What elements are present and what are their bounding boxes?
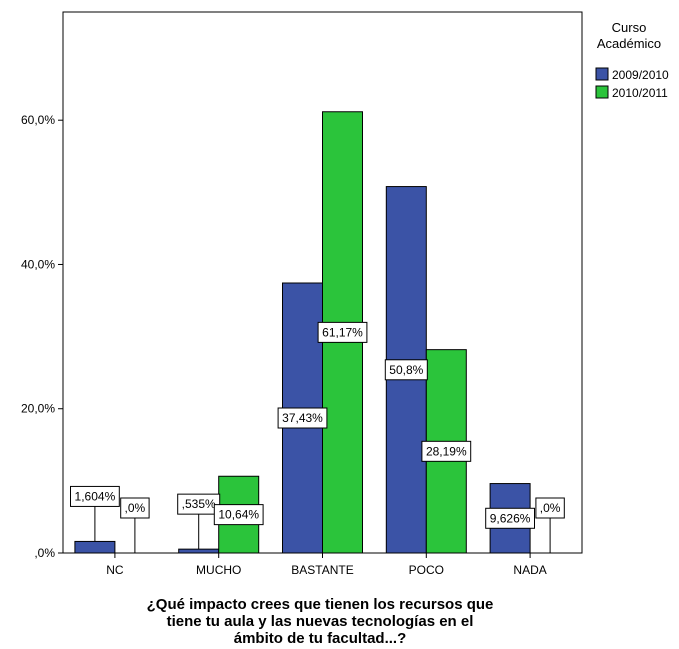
- x-tick-label: MUCHO: [196, 563, 241, 577]
- x-axis-title-line-2: tiene tu aula y las nuevas tecnologías e…: [166, 613, 474, 630]
- data-label-box: [277, 407, 328, 429]
- data-label: 10,64%: [218, 508, 259, 522]
- y-tick-label: ,0%: [34, 546, 55, 560]
- data-label: ,535%: [182, 497, 216, 511]
- legend-label: 2010/2011: [612, 86, 668, 100]
- data-label-group: 50,8%: [384, 359, 428, 381]
- legend-title: Curso: [612, 20, 647, 35]
- y-tick-label: 60,0%: [21, 113, 55, 127]
- data-label-group: ,0%: [120, 497, 150, 553]
- plot-area: ,0% 20,0% 40,0% 60,0% NC MUCHO BASTANTE POCO NAD…: [21, 11, 583, 577]
- data-label: 9,626%: [490, 511, 531, 525]
- data-label: ,0%: [540, 501, 561, 515]
- data-label-group: 10,64%: [213, 504, 264, 526]
- x-axis-title-line-1: ¿Qué impacto crees que tienen los recurs…: [146, 596, 494, 613]
- data-label-group: 61,17%: [317, 321, 368, 343]
- legend-swatch: [595, 85, 609, 99]
- data-label-box: [421, 440, 472, 462]
- x-axis-title-line-3: ámbito de tu facultad...?: [233, 630, 407, 647]
- data-label: 28,19%: [426, 444, 467, 458]
- data-label-group: 28,19%: [421, 440, 472, 462]
- bar: [74, 540, 116, 554]
- data-label: ,0%: [125, 501, 146, 515]
- data-label: 61,17%: [322, 325, 363, 339]
- data-label-group: ,0%: [535, 497, 565, 553]
- legend-title: Académico: [597, 36, 661, 51]
- legend-label: 2009/2010: [612, 68, 669, 82]
- data-label-group: 1,604%: [70, 485, 120, 542]
- data-label-group: 37,43%: [277, 407, 328, 429]
- x-axis-title: ¿Qué impacto crees que tienen los recurs…: [60, 596, 580, 647]
- data-label-box: [70, 485, 120, 507]
- x-tick-label: POCO: [409, 563, 444, 577]
- bar: [178, 548, 220, 554]
- x-tick-label: BASTANTE: [291, 563, 353, 577]
- data-label-group: ,535%: [177, 493, 221, 550]
- data-label-group: 9,626%: [485, 507, 536, 529]
- data-label-box: [384, 359, 428, 381]
- data-label-box: [213, 504, 264, 526]
- data-label-box: [317, 321, 368, 343]
- legend-swatch: [595, 67, 609, 81]
- data-label: 37,43%: [282, 411, 323, 425]
- data-label-box: [485, 507, 536, 529]
- x-tick-label: NADA: [513, 563, 546, 577]
- data-label-box: [535, 497, 565, 519]
- data-label: 50,8%: [389, 363, 423, 377]
- y-tick-label: 20,0%: [21, 402, 55, 416]
- data-label: 1,604%: [75, 489, 116, 503]
- x-tick-label: NC: [106, 563, 124, 577]
- data-label-box: [120, 497, 150, 519]
- y-tick-label: 40,0%: [21, 257, 55, 271]
